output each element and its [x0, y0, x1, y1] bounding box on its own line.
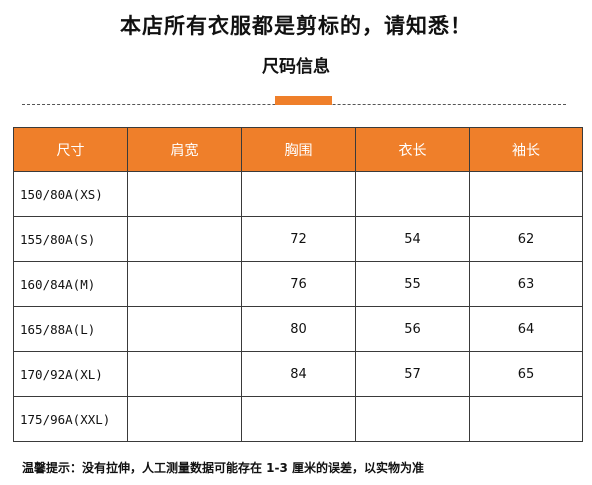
- size-cell: 150/80A(XS): [13, 171, 128, 217]
- chest-cell: 80: [241, 306, 356, 352]
- table-header-row: 尺寸 肩宽 胸围 衣长 袖长: [13, 127, 583, 172]
- shoulder-cell: [127, 306, 242, 352]
- column-header-size: 尺寸: [13, 127, 128, 172]
- size-chart-table: 尺寸 肩宽 胸围 衣长 袖长 150/80A(XS) 155/80A(S) 72…: [13, 127, 583, 442]
- table-row: 160/84A(M) 76 55 63: [13, 261, 583, 307]
- headline: 本店所有衣服都是剪标的，请知悉！: [120, 13, 472, 38]
- chest-cell: 76: [241, 261, 356, 307]
- sleeve-cell: 63: [469, 261, 583, 307]
- length-cell: [355, 396, 470, 442]
- table-row: 165/88A(L) 80 56 64: [13, 306, 583, 352]
- shoulder-cell: [127, 171, 242, 217]
- size-cell: 160/84A(M): [13, 261, 128, 307]
- length-cell: 57: [355, 351, 470, 397]
- size-cell: 155/80A(S): [13, 216, 128, 262]
- table-row: 150/80A(XS): [13, 171, 583, 217]
- measurement-notice: 温馨提示：没有拉伸，人工测量数据可能存在 1-3 厘米的误差，以实物为准: [22, 461, 425, 475]
- column-header-chest: 胸围: [241, 127, 356, 172]
- sleeve-cell: 65: [469, 351, 583, 397]
- divider-accent-block: [275, 96, 332, 105]
- chest-cell: [241, 396, 356, 442]
- length-cell: [355, 171, 470, 217]
- size-cell: 175/96A(XXL): [13, 396, 128, 442]
- column-header-shoulder: 肩宽: [127, 127, 242, 172]
- table-row: 170/92A(XL) 84 57 65: [13, 351, 583, 397]
- section-title: 尺码信息: [262, 57, 330, 77]
- size-cell: 170/92A(XL): [13, 351, 128, 397]
- chest-cell: 72: [241, 216, 356, 262]
- shoulder-cell: [127, 216, 242, 262]
- table-row: 175/96A(XXL): [13, 396, 583, 442]
- sleeve-cell: 64: [469, 306, 583, 352]
- shoulder-cell: [127, 261, 242, 307]
- chest-cell: [241, 171, 356, 217]
- column-header-length: 衣长: [355, 127, 470, 172]
- sleeve-cell: [469, 396, 583, 442]
- title-divider: [22, 96, 566, 109]
- column-header-sleeve: 袖长: [469, 127, 583, 172]
- length-cell: 55: [355, 261, 470, 307]
- length-cell: 56: [355, 306, 470, 352]
- length-cell: 54: [355, 216, 470, 262]
- sleeve-cell: 62: [469, 216, 583, 262]
- sleeve-cell: [469, 171, 583, 217]
- shoulder-cell: [127, 396, 242, 442]
- chest-cell: 84: [241, 351, 356, 397]
- shoulder-cell: [127, 351, 242, 397]
- table-row: 155/80A(S) 72 54 62: [13, 216, 583, 262]
- size-cell: 165/88A(L): [13, 306, 128, 352]
